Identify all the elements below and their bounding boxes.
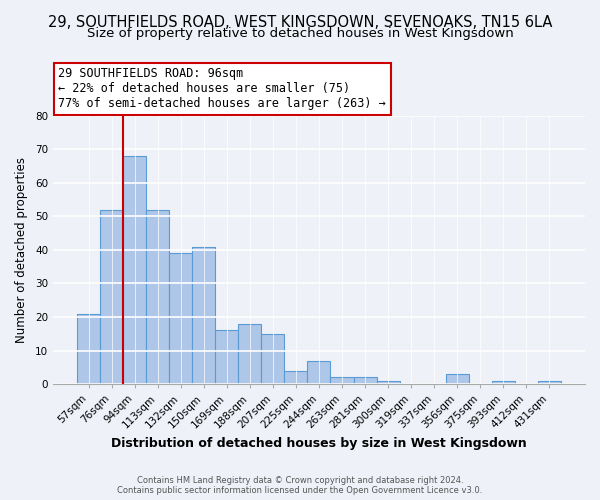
Text: Contains HM Land Registry data © Crown copyright and database right 2024.
Contai: Contains HM Land Registry data © Crown c… [118, 476, 482, 495]
Bar [262, 334, 284, 384]
Bar [238, 324, 262, 384]
Text: Size of property relative to detached houses in West Kingsdown: Size of property relative to detached ho… [86, 28, 514, 40]
Bar [169, 254, 192, 384]
Bar [538, 381, 561, 384]
Bar [77, 314, 100, 384]
Text: 29, SOUTHFIELDS ROAD, WEST KINGSDOWN, SEVENOAKS, TN15 6LA: 29, SOUTHFIELDS ROAD, WEST KINGSDOWN, SE… [48, 15, 552, 30]
Bar [146, 210, 169, 384]
Bar [331, 378, 353, 384]
Bar [377, 381, 400, 384]
Bar [100, 210, 123, 384]
Text: 29 SOUTHFIELDS ROAD: 96sqm
← 22% of detached houses are smaller (75)
77% of semi: 29 SOUTHFIELDS ROAD: 96sqm ← 22% of deta… [58, 68, 386, 110]
Bar [446, 374, 469, 384]
Bar [123, 156, 146, 384]
Bar [284, 370, 307, 384]
X-axis label: Distribution of detached houses by size in West Kingsdown: Distribution of detached houses by size … [111, 437, 527, 450]
Bar [192, 246, 215, 384]
Y-axis label: Number of detached properties: Number of detached properties [15, 157, 28, 343]
Bar [492, 381, 515, 384]
Bar [215, 330, 238, 384]
Bar [307, 360, 331, 384]
Bar [353, 378, 377, 384]
